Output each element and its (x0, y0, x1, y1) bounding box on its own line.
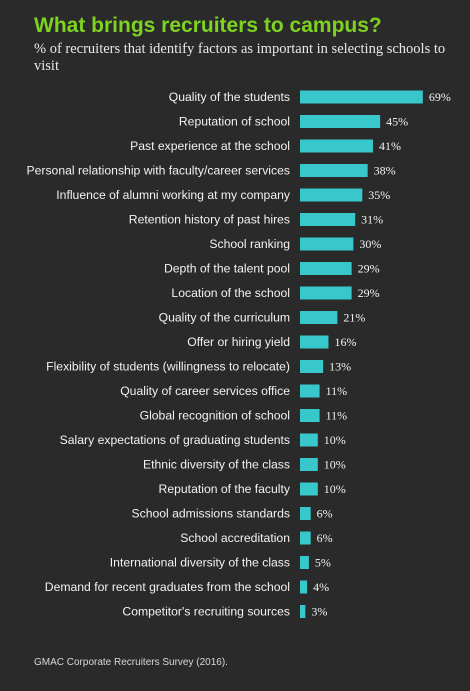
value-label: 16% (334, 335, 356, 349)
category-label: Quality of the curriculum (159, 311, 290, 325)
bar (300, 580, 308, 594)
bar (300, 213, 356, 226)
category-label: School accreditation (180, 531, 290, 545)
value-label: 13% (329, 360, 351, 374)
value-label: 10% (324, 458, 346, 472)
value-label: 35% (368, 188, 390, 202)
category-label: Flexibility of students (willingness to … (46, 360, 290, 374)
value-label: 31% (361, 213, 383, 227)
bar (300, 482, 318, 496)
value-label: 10% (324, 433, 346, 447)
bar (300, 458, 318, 471)
value-label: 69% (429, 90, 451, 104)
category-label: Salary expectations of graduating studen… (60, 433, 290, 447)
category-label: School admissions standards (131, 507, 290, 521)
category-label: Personal relationship with faculty/caree… (26, 164, 290, 178)
category-label: Location of the school (171, 286, 290, 300)
source-note: GMAC Corporate Recruiters Survey (2016). (34, 657, 228, 668)
category-label: Ethnic diversity of the class (143, 458, 290, 472)
bar (300, 360, 324, 373)
category-label: Quality of career services office (120, 384, 290, 398)
category-label: Reputation of the faculty (159, 482, 291, 496)
chart-subtitle: % of recruiters that identify factors as… (34, 41, 446, 74)
bar (300, 262, 352, 275)
value-label: 5% (315, 556, 331, 570)
category-label: Demand for recent graduates from the sch… (45, 580, 290, 594)
bar (300, 335, 329, 349)
value-label: 45% (386, 115, 408, 129)
category-label: Depth of the talent pool (164, 262, 290, 276)
bar (300, 507, 311, 520)
value-label: 11% (326, 384, 348, 398)
bar (300, 311, 338, 324)
bar (300, 286, 352, 300)
category-label: International diversity of the class (110, 556, 290, 570)
value-label: 6% (317, 507, 333, 521)
bar (300, 531, 311, 545)
category-label: School ranking (209, 237, 290, 251)
category-label: Reputation of school (179, 115, 290, 129)
category-label: Offer or hiring yield (187, 335, 290, 349)
bar (300, 605, 306, 618)
bar (300, 188, 363, 202)
category-label: Competitor's recruiting sources (122, 605, 290, 619)
category-label: Retention history of past hires (129, 213, 290, 227)
value-label: 10% (324, 482, 346, 496)
bar (300, 164, 368, 177)
bar (300, 409, 320, 422)
value-label: 29% (358, 262, 380, 276)
category-label: Global recognition of school (140, 409, 290, 423)
bar (300, 556, 309, 569)
chart-title: What brings recruiters to campus? (34, 14, 382, 37)
bar (300, 384, 320, 398)
value-label: 30% (359, 237, 381, 251)
value-label: 41% (379, 139, 401, 153)
value-label: 11% (326, 409, 348, 423)
value-label: 6% (317, 531, 333, 545)
category-label: Quality of the students (169, 90, 290, 104)
value-label: 4% (313, 580, 329, 594)
bar (300, 139, 373, 153)
value-label: 38% (374, 164, 396, 178)
bar (300, 90, 423, 104)
value-label: 21% (343, 311, 365, 325)
bar (300, 237, 354, 251)
category-label: Past experience at the school (130, 139, 290, 153)
value-label: 29% (358, 286, 380, 300)
category-label: Influence of alumni working at my compan… (56, 188, 291, 202)
value-label: 3% (311, 605, 327, 619)
bar (300, 115, 381, 128)
bar (300, 433, 318, 447)
